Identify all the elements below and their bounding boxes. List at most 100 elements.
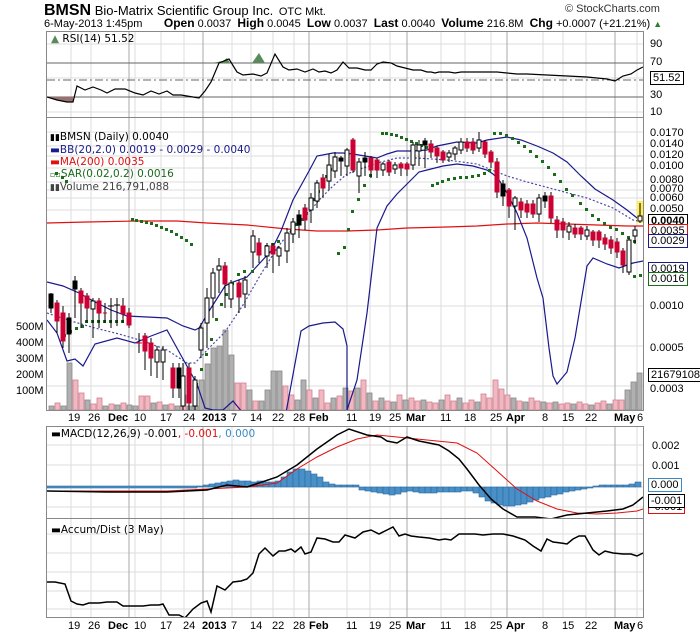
- rsi-current-tag: 51.52: [650, 71, 684, 85]
- volume-tick-100m: 100M: [16, 385, 44, 397]
- date-tick: 2013: [202, 412, 227, 424]
- last-label: Last: [373, 16, 399, 30]
- exchange: OTC Mkt.: [278, 6, 326, 18]
- date-tick: Mar: [406, 620, 426, 632]
- date-tick: 24: [183, 412, 196, 424]
- price-tick-0060: 0.0060: [650, 192, 684, 204]
- price-tick-0050: 0.0050: [650, 203, 684, 215]
- bb-mid-tag: 0.0029: [648, 234, 688, 248]
- last-value: 0.0040: [401, 18, 436, 30]
- date-tick: Dec: [108, 620, 129, 632]
- low-value: 0.0037: [333, 18, 368, 30]
- chg-value: +0.0007 (+21.21%): [556, 18, 651, 30]
- accum-dist-line: [47, 526, 643, 617]
- date-tick: May: [614, 412, 636, 424]
- macd-value-tag: -0.001: [648, 494, 686, 508]
- price-tick-0070: 0.0070: [650, 183, 684, 195]
- macd-panel: ▬MACD(12,26,9) -0.001, -0.001, 0.000: [46, 426, 644, 519]
- macd-tick-0001: 0.001: [652, 460, 680, 472]
- date-tick: 6: [637, 412, 644, 424]
- rsi-tick-70: 70: [650, 56, 663, 68]
- rsi-legend: ▲ RSI(14) 51.52: [51, 33, 134, 45]
- date-tick: 15: [562, 620, 575, 632]
- chg-label: Chg: [529, 16, 553, 30]
- date-tick: 8: [542, 620, 549, 632]
- high-value: 0.0045: [267, 18, 301, 30]
- ma-line-icon: ▬: [50, 156, 60, 168]
- date-tick: 17: [160, 412, 173, 424]
- rsi-legend-icon: ▲: [51, 33, 60, 45]
- date-tick: 19: [68, 412, 81, 424]
- high-label: High: [237, 16, 265, 30]
- date-tick: 11: [346, 412, 358, 424]
- date-tick: 2013: [202, 620, 227, 632]
- date-tick: 22: [272, 620, 285, 632]
- date-tick: 11: [440, 620, 452, 632]
- price-tick-0120: 0.0120: [650, 149, 684, 161]
- date-tick: 11: [440, 412, 452, 424]
- accum-dist-legend: ▬Accum/Dist (3 May): [51, 524, 164, 536]
- price-tick-0080: 0.0080: [650, 174, 684, 186]
- macd-legend-main: MACD(12,26,9) -0.001: [60, 428, 178, 440]
- company-name: Bio-Matrix Scientific Group Inc.: [94, 3, 274, 18]
- date-tick: 8: [542, 412, 549, 424]
- symbol: BMSN: [44, 2, 92, 19]
- copyright: © StockCharts.com: [565, 3, 660, 15]
- date-tick: 24: [183, 620, 196, 632]
- date-tick: 22: [585, 412, 598, 424]
- accum-dist-plot: [47, 519, 643, 617]
- date-tick: 22: [585, 620, 598, 632]
- price-plot: [47, 118, 643, 410]
- volume-tag: 216791088: [648, 368, 700, 382]
- price-tick-0003: 0.0003: [650, 383, 684, 395]
- date-tick: Mar: [406, 412, 426, 424]
- legend-ma: ▬MA(200) 0.0035: [50, 156, 145, 168]
- date-tick: 28: [293, 412, 306, 424]
- macd-legend-hist: , 0.000: [218, 428, 256, 440]
- date-tick: 11: [346, 620, 358, 632]
- price-tick-0100: 0.0100: [650, 160, 684, 172]
- quote-line: 6-May-2013 1:45pm Open 0.0037 High 0.004…: [44, 16, 662, 30]
- bb-lower: [47, 163, 643, 410]
- date-tick: 6: [637, 620, 644, 632]
- sar-tag: 0.0016: [648, 272, 688, 286]
- legend-volume: ▮▮Volume 216,791,088: [50, 181, 170, 193]
- rsi-legend-text: RSI(14) 51.52: [62, 33, 135, 45]
- date-axis-bottom: 19 26 Dec 10 17 24 2013 7 14 22 28 Feb 11 19 25 Mar 11 18…: [0, 620, 700, 634]
- date-tick: 7: [231, 620, 238, 632]
- date-tick: 25: [389, 412, 402, 424]
- volume-label: Volume: [441, 16, 484, 30]
- price-panel: ▮▮BMSN (Daily) 0.0040 ▬BB(20,2.0) 0.0019…: [46, 117, 644, 411]
- rsi-tick-30: 30: [650, 89, 663, 101]
- macd-line-icon: ▬: [51, 428, 61, 440]
- ad-line-icon: ▬: [51, 524, 61, 536]
- rsi-tick-90: 90: [650, 38, 663, 50]
- volume-bars: [48, 329, 643, 410]
- volume-tick-400m: 400M: [16, 337, 44, 349]
- rsi-tick-10: 10: [650, 106, 663, 118]
- volume-tick-500m: 500M: [16, 321, 44, 333]
- volume-bars-icon: ▮▮: [50, 183, 60, 193]
- date-tick: 14: [250, 412, 263, 424]
- price-tick-0170: 0.0170: [650, 127, 684, 139]
- date-tick: 28: [293, 620, 306, 632]
- accum-dist-legend-text: Accum/Dist (3 May): [60, 524, 164, 536]
- bb-upper: [47, 136, 643, 331]
- date-tick: 17: [160, 620, 173, 632]
- sar-dot-icon: ▫▫: [50, 170, 61, 179]
- bb-middle: [47, 157, 643, 364]
- date-tick: 25: [389, 620, 402, 632]
- open-label: Open: [163, 16, 195, 30]
- macd-plot: [47, 427, 643, 518]
- date-tick: May: [614, 620, 636, 632]
- volume-value: 216.8M: [486, 18, 524, 30]
- chart-title: BMSN Bio-Matrix Scientific Group Inc. OT…: [44, 2, 326, 20]
- candle-icon: ▮▮: [50, 133, 60, 143]
- date-tick: 19: [68, 620, 81, 632]
- date-tick: 18: [464, 412, 477, 424]
- date-tick: 10: [134, 620, 147, 632]
- volume-tick-300m: 300M: [16, 353, 44, 365]
- up-arrow-icon: ▲: [653, 19, 663, 29]
- date-tick: 15: [562, 412, 575, 424]
- date-tick: Feb: [309, 412, 329, 424]
